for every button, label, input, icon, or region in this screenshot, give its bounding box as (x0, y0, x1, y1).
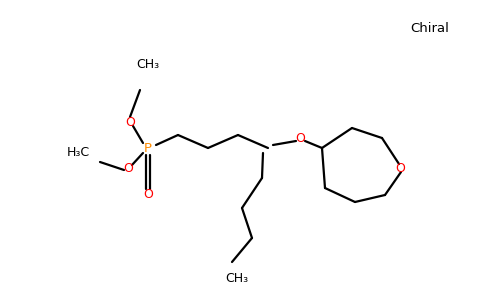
Text: O: O (395, 161, 405, 175)
Text: CH₃: CH₃ (226, 272, 249, 284)
Text: CH₃: CH₃ (136, 58, 160, 71)
Text: O: O (143, 188, 153, 202)
Text: Chiral: Chiral (410, 22, 450, 34)
Text: P: P (144, 142, 152, 154)
Text: O: O (125, 116, 135, 128)
Text: O: O (295, 131, 305, 145)
Text: H₃C: H₃C (66, 146, 90, 158)
Text: O: O (123, 161, 133, 175)
